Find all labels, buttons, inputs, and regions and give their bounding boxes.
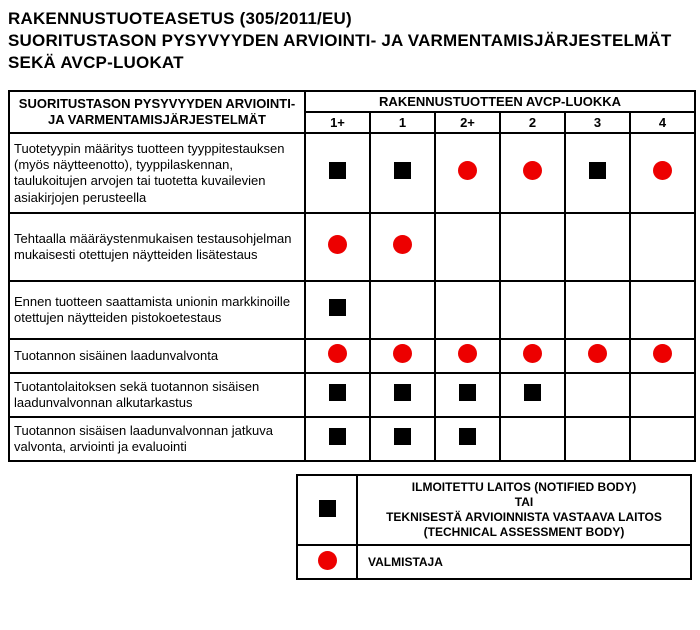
circle-icon [458, 344, 477, 363]
circle-icon [653, 161, 672, 180]
col-header: 1 [370, 112, 435, 133]
marker-cell [305, 373, 370, 417]
col-header: 3 [565, 112, 630, 133]
marker-cell [630, 373, 695, 417]
marker-cell [630, 133, 695, 213]
marker-cell [630, 281, 695, 339]
circle-icon [523, 161, 542, 180]
legend-text-notified-body: ILMOITETTU LAITOS (NOTIFIED BODY)TAITEKN… [357, 475, 691, 545]
marker-cell [630, 417, 695, 461]
marker-cell [500, 417, 565, 461]
marker-cell [435, 417, 500, 461]
square-icon [394, 384, 411, 401]
page-title: RAKENNUSTUOTEASETUS (305/2011/EU) SUORIT… [8, 8, 692, 74]
marker-cell [435, 133, 500, 213]
marker-cell [565, 281, 630, 339]
circle-icon [393, 344, 412, 363]
legend-table: ILMOITETTU LAITOS (NOTIFIED BODY)TAITEKN… [296, 474, 692, 580]
col-header: 2+ [435, 112, 500, 133]
circle-icon [523, 344, 542, 363]
marker-cell [500, 339, 565, 373]
title-line-2: SUORITUSTASON PYSYVYYDEN ARVIOINTI- JA V… [8, 30, 692, 52]
table-row: Tuotetyypin määritys tuotteen tyyppitest… [9, 133, 695, 213]
square-icon [394, 428, 411, 445]
circle-icon [588, 344, 607, 363]
title-line-3: SEKÄ AVCP-LUOKAT [8, 52, 692, 74]
marker-cell [500, 213, 565, 281]
square-icon [319, 500, 336, 517]
square-icon [589, 162, 606, 179]
marker-cell [565, 339, 630, 373]
marker-cell [565, 417, 630, 461]
square-icon [329, 162, 346, 179]
col-header: 1+ [305, 112, 370, 133]
marker-cell [630, 339, 695, 373]
marker-cell [500, 133, 565, 213]
circle-icon [318, 551, 337, 570]
marker-cell [370, 133, 435, 213]
marker-cell [370, 281, 435, 339]
circle-icon [458, 161, 477, 180]
marker-cell [565, 213, 630, 281]
circle-icon [328, 235, 347, 254]
row-label: Tuotannon sisäisen laadunvalvonnan jatku… [9, 417, 305, 461]
row-label: Tehtaalla määräystenmukaisen testausohje… [9, 213, 305, 281]
marker-cell [305, 213, 370, 281]
row-label: Tuotannon sisäinen laadunvalvonta [9, 339, 305, 373]
marker-cell [565, 373, 630, 417]
marker-cell [305, 133, 370, 213]
table-row: Ennen tuotteen saattamista unionin markk… [9, 281, 695, 339]
marker-cell [370, 373, 435, 417]
row-label: Tuotantolaitoksen sekä tuotannon sisäise… [9, 373, 305, 417]
corner-header: SUORITUSTASON PYSYVYYDEN ARVIOINTI- JA V… [9, 91, 305, 133]
title-line-1: RAKENNUSTUOTEASETUS (305/2011/EU) [8, 8, 692, 30]
row-label: Ennen tuotteen saattamista unionin markk… [9, 281, 305, 339]
marker-cell [305, 339, 370, 373]
marker-cell [435, 339, 500, 373]
marker-cell [435, 213, 500, 281]
column-group-header: RAKENNUSTUOTTEEN AVCP-LUOKKA [305, 91, 695, 112]
col-header: 4 [630, 112, 695, 133]
marker-cell [370, 213, 435, 281]
square-icon [459, 428, 476, 445]
table-row: Tuotantolaitoksen sekä tuotannon sisäise… [9, 373, 695, 417]
marker-cell [565, 133, 630, 213]
square-icon [329, 428, 346, 445]
legend-icon-circle [297, 545, 357, 579]
table-row: Tehtaalla määräystenmukaisen testausohje… [9, 213, 695, 281]
marker-cell [305, 417, 370, 461]
square-icon [524, 384, 541, 401]
marker-cell [305, 281, 370, 339]
circle-icon [328, 344, 347, 363]
table-row: Tuotannon sisäinen laadunvalvonta [9, 339, 695, 373]
legend-icon-square [297, 475, 357, 545]
table-body: Tuotetyypin määritys tuotteen tyyppitest… [9, 133, 695, 461]
square-icon [329, 384, 346, 401]
square-icon [394, 162, 411, 179]
square-icon [329, 299, 346, 316]
marker-cell [435, 373, 500, 417]
marker-cell [500, 281, 565, 339]
marker-cell [500, 373, 565, 417]
square-icon [459, 384, 476, 401]
marker-cell [370, 417, 435, 461]
legend-row-manufacturer: VALMISTAJA [297, 545, 691, 579]
marker-cell [435, 281, 500, 339]
marker-cell [370, 339, 435, 373]
table-row: Tuotannon sisäisen laadunvalvonnan jatku… [9, 417, 695, 461]
row-label: Tuotetyypin määritys tuotteen tyyppitest… [9, 133, 305, 213]
legend-row-notified-body: ILMOITETTU LAITOS (NOTIFIED BODY)TAITEKN… [297, 475, 691, 545]
circle-icon [393, 235, 412, 254]
circle-icon [653, 344, 672, 363]
marker-cell [630, 213, 695, 281]
avcp-table: SUORITUSTASON PYSYVYYDEN ARVIOINTI- JA V… [8, 90, 696, 462]
col-header: 2 [500, 112, 565, 133]
legend-text-manufacturer: VALMISTAJA [357, 545, 691, 579]
